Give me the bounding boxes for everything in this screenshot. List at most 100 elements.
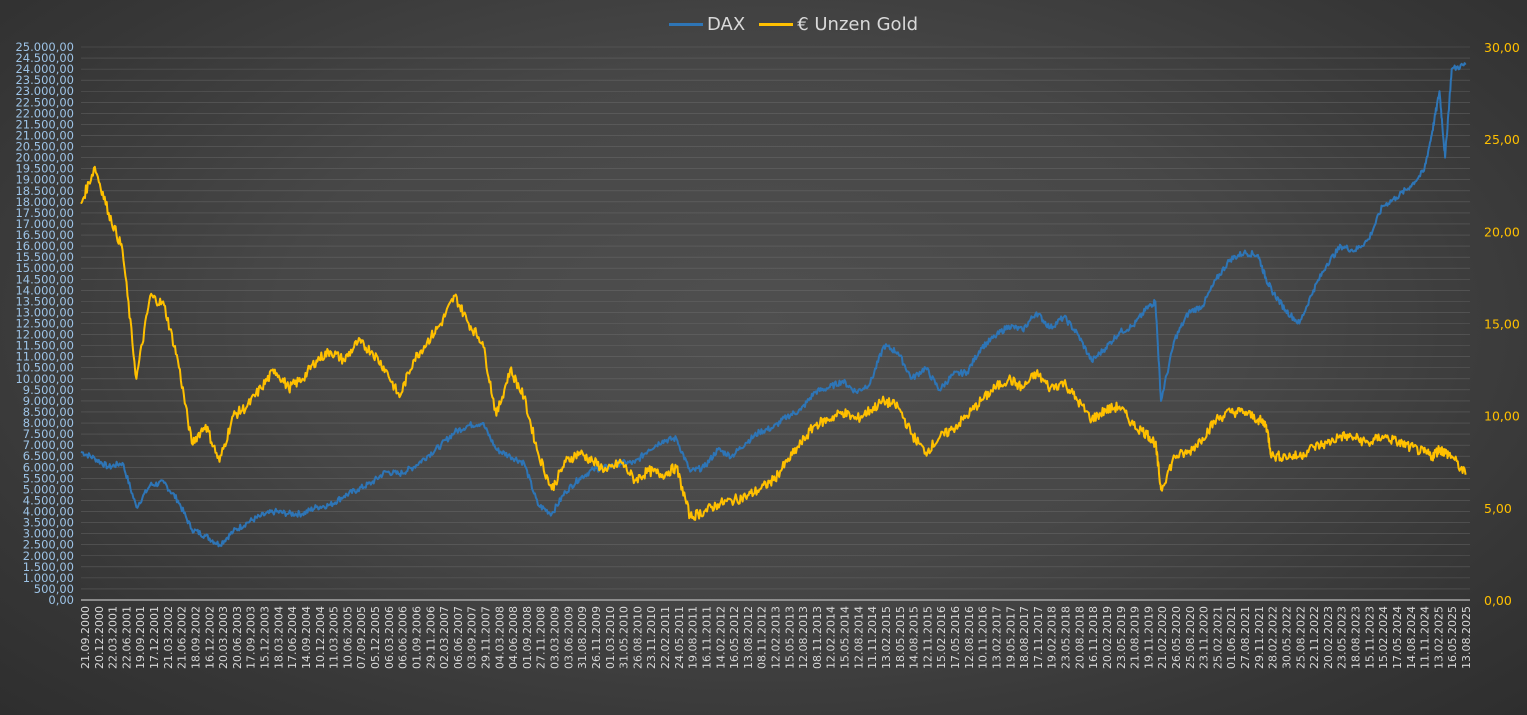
y-right-tick-label: 20,00 [1484, 224, 1520, 239]
y-left-tick-label: 3.500,00 [23, 516, 74, 530]
x-tick-label: 24.05.2011 [673, 606, 686, 669]
x-tick-label: 01.09.2008 [521, 606, 534, 669]
x-tick-label: 10.06.2005 [341, 606, 354, 669]
y-left-tick-label: 24.500,00 [15, 51, 74, 65]
y-left-tick-label: 20.000,00 [15, 151, 74, 165]
x-tick-label: 16.05.2025 [1446, 606, 1459, 669]
y-left-tick-label: 8.000,00 [23, 416, 74, 430]
y-left-tick-label: 19.500,00 [15, 162, 74, 176]
x-tick-label: 12.02.2014 [825, 606, 838, 669]
y-right-tick-label: 0,00 [1484, 593, 1512, 608]
x-tick-label: 29.11.2021 [1253, 606, 1266, 669]
x-tick-label: 12.02.2013 [770, 606, 783, 669]
y-left-tick-label: 5.000,00 [23, 482, 74, 496]
legend-item-gold[interactable]: € Unzen Gold [759, 14, 918, 35]
x-tick-label: 03.03.2009 [549, 606, 562, 669]
x-tick-label: 16.05.2012 [728, 606, 741, 669]
x-tick-label: 13.08.2012 [742, 606, 755, 669]
legend-label-gold: € Unzen Gold [797, 14, 918, 35]
x-tick-label: 17.09.2003 [245, 606, 258, 669]
x-tick-label: 13.08.2025 [1460, 606, 1473, 669]
gold-line [80, 165, 1467, 521]
x-tick-label: 19.05.2017 [1004, 606, 1017, 669]
x-tick-label: 13.02.2017 [990, 606, 1003, 669]
x-tick-label: 23.05.2019 [1115, 606, 1128, 669]
x-tick-label: 07.09.2005 [355, 606, 368, 669]
legend-item-dax[interactable]: DAX [669, 14, 745, 35]
x-tick-label: 21.03.2002 [162, 606, 175, 669]
x-tick-label: 21.06.2002 [176, 606, 189, 669]
x-tick-label: 16.11.2018 [1087, 606, 1100, 669]
legend-swatch-gold [759, 23, 794, 26]
x-tick-label: 15.12.2003 [259, 606, 272, 669]
x-tick-label: 06.06.2006 [397, 606, 410, 669]
y-left-tick-label: 15.000,00 [15, 261, 74, 275]
y-left-tick-label: 11.500,00 [15, 339, 74, 353]
x-tick-label: 13.02.2015 [880, 606, 893, 669]
y-left-tick-label: 18.500,00 [15, 184, 74, 198]
legend-label-dax: DAX [707, 14, 746, 35]
y-left-tick-label: 500,00 [34, 582, 74, 596]
x-tick-label: 20.02.2023 [1322, 606, 1335, 669]
x-axis: 21.09.2000 20.12.2000 22.03.2001 22.06.2001… [79, 606, 1473, 669]
x-tick-label: 23.05.2023 [1336, 606, 1349, 669]
x-tick-label: 15.05.2014 [839, 606, 852, 669]
x-tick-label: 26.08.2010 [631, 606, 644, 669]
y-left-tick-label: 21.500,00 [15, 117, 74, 131]
x-tick-label: 19.02.2018 [1046, 606, 1059, 669]
x-tick-label: 17.11.2017 [1032, 606, 1045, 669]
x-tick-label: 19.11.2019 [1142, 606, 1155, 669]
x-tick-label: 19.09.2001 [134, 606, 147, 669]
x-tick-label: 01.06.2021 [1225, 606, 1238, 669]
y-axis-left: 0,00500,001.000,001.500,002.000,002.500,… [15, 40, 74, 607]
x-tick-label: 19.08.2011 [687, 606, 700, 669]
x-tick-label: 14.09.2004 [300, 606, 313, 669]
x-tick-label: 12.08.2013 [797, 606, 810, 669]
y-left-tick-label: 13.000,00 [15, 305, 74, 319]
x-tick-label: 11.11.2024 [1419, 606, 1432, 669]
x-tick-label: 17.12.2001 [148, 606, 161, 669]
x-tick-label: 05.12.2005 [369, 606, 382, 669]
x-tick-label: 20.06.2003 [231, 606, 244, 669]
x-tick-label: 08.11.2012 [756, 606, 769, 669]
x-tick-label: 16.11.2011 [700, 606, 713, 669]
x-tick-label: 22.02.2011 [659, 606, 672, 669]
chart-legend: DAX € Unzen Gold [0, 14, 1527, 35]
x-tick-label: 25.08.2020 [1184, 606, 1197, 669]
x-tick-label: 01.09.2006 [410, 606, 423, 669]
y-left-tick-label: 24.000,00 [15, 62, 74, 76]
x-tick-label: 23.11.2020 [1198, 606, 1211, 669]
x-tick-label: 26.05.2020 [1170, 606, 1183, 669]
x-tick-label: 18.08.2017 [1018, 606, 1031, 669]
y-left-tick-label: 4.500,00 [23, 493, 74, 507]
x-tick-label: 10.11.2016 [977, 606, 990, 669]
x-tick-label: 26.11.2009 [590, 606, 603, 669]
y-left-tick-label: 20.500,00 [15, 140, 74, 154]
x-tick-label: 13.02.2025 [1432, 606, 1445, 669]
y-left-tick-label: 16.000,00 [15, 239, 74, 253]
x-tick-label: 31.05.2010 [618, 606, 631, 669]
y-left-tick-label: 6.000,00 [23, 460, 74, 474]
x-tick-label: 20.03.2003 [217, 606, 230, 669]
y-left-tick-label: 23.000,00 [15, 84, 74, 98]
x-tick-label: 16.12.2002 [203, 606, 216, 669]
y-left-tick-label: 3.000,00 [23, 527, 74, 541]
x-tick-label: 18.08.2023 [1350, 606, 1363, 669]
y-left-tick-label: 17.500,00 [15, 206, 74, 220]
x-tick-label: 03.09.2007 [466, 606, 479, 669]
x-tick-label: 14.08.2015 [908, 606, 921, 669]
y-axis-right: 0,00 5,00 10,00 15,00 20,00 25,00 30,00 [1484, 40, 1520, 608]
y-right-tick-label: 15,00 [1484, 317, 1520, 332]
x-tick-label: 31.08.2009 [576, 606, 589, 669]
x-tick-label: 17.05.2024 [1391, 606, 1404, 669]
y-left-tick-label: 21.000,00 [15, 128, 74, 142]
y-left-tick-label: 7.000,00 [23, 438, 74, 452]
x-tick-label: 18.09.2002 [189, 606, 202, 669]
x-tick-label: 15.02.2024 [1377, 606, 1390, 669]
y-left-tick-label: 14.000,00 [15, 283, 74, 297]
x-tick-label: 15.02.2016 [935, 606, 948, 669]
y-left-tick-label: 10.500,00 [15, 361, 74, 375]
y-left-tick-label: 14.500,00 [15, 272, 74, 286]
x-tick-label: 12.08.2014 [852, 606, 865, 669]
